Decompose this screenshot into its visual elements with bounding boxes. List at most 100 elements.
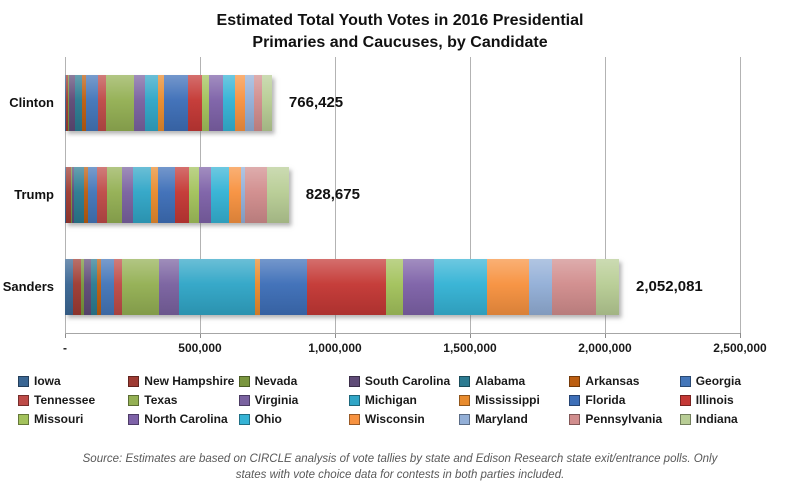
chart-title: Estimated Total Youth Votes in 2016 Pres…	[0, 10, 800, 53]
segment-alabama-clinton	[74, 75, 83, 131]
legend-item-pennsylvania: Pennsylvania	[569, 412, 677, 426]
segment-texas-clinton	[106, 75, 134, 131]
segment-florida-trump	[158, 167, 176, 223]
legend-swatch-pennsylvania-icon	[569, 413, 581, 425]
segment-mississippi-trump	[151, 167, 159, 223]
segment-south-carolina-clinton	[68, 75, 75, 131]
segment-new-hampshire-sanders	[73, 259, 82, 315]
legend-swatch-florida-icon	[569, 394, 581, 406]
segment-nevada-clinton	[67, 75, 69, 131]
segment-arkansas-sanders	[96, 259, 102, 315]
segment-georgia-trump	[87, 167, 97, 223]
segment-alabama-sanders	[90, 259, 97, 315]
legend-item-indiana: Indiana	[679, 412, 788, 426]
segment-virginia-clinton	[133, 75, 146, 131]
legend-swatch-alabama-icon	[459, 375, 471, 387]
legend-item-georgia: Georgia	[679, 374, 788, 388]
legend-item-michigan: Michigan	[348, 393, 457, 407]
legend-swatch-illinois-icon	[679, 394, 691, 406]
legend-swatch-michigan-icon	[348, 394, 360, 406]
gridline-5	[740, 57, 741, 333]
segment-south-carolina-sanders	[83, 259, 91, 315]
legend-item-wisconsin: Wisconsin	[348, 412, 457, 426]
segment-new-hampshire-clinton	[65, 75, 68, 131]
segment-michigan-trump	[133, 167, 152, 223]
legend-swatch-maryland-icon	[459, 413, 471, 425]
segment-north-carolina-clinton	[208, 75, 223, 131]
legend-label-south-carolina: South Carolina	[364, 374, 451, 388]
legend-label-michigan: Michigan	[364, 393, 417, 407]
legend-label-texas: Texas	[144, 393, 178, 407]
legend-item-nevada: Nevada	[238, 374, 347, 388]
segment-florida-clinton	[163, 75, 188, 131]
chart-title-line2: Primaries and Caucuses, by Candidate	[252, 33, 548, 51]
segment-wisconsin-clinton	[235, 75, 245, 131]
legend-item-missouri: Missouri	[18, 412, 126, 426]
segment-missouri-trump	[189, 167, 200, 223]
legend-item-alabama: Alabama	[459, 374, 567, 388]
legend-item-arkansas: Arkansas	[569, 374, 677, 388]
legend-item-ohio: Ohio	[238, 412, 347, 426]
legend-item-maryland: Maryland	[459, 412, 567, 426]
segment-michigan-sanders	[179, 259, 256, 315]
legend-label-missouri: Missouri	[34, 412, 84, 426]
segment-tennessee-sanders	[114, 259, 122, 315]
source-note-line1: Source: Estimates are based on CIRCLE an…	[82, 453, 718, 465]
segment-illinois-trump	[175, 167, 190, 223]
value-label-sanders: 2,052,081	[636, 278, 703, 295]
segment-north-carolina-trump	[199, 167, 211, 223]
legend-label-maryland: Maryland	[475, 412, 528, 426]
segment-indiana-trump	[266, 167, 289, 223]
segment-texas-sanders	[121, 259, 159, 315]
legend-swatch-wisconsin-icon	[348, 413, 360, 425]
bar-clinton	[65, 75, 272, 131]
segment-ohio-sanders	[433, 259, 488, 315]
legend-label-new-hampshire: New Hampshire	[144, 374, 235, 388]
category-label-clinton: Clinton	[9, 95, 54, 110]
tick-mark-5	[740, 333, 741, 338]
tick-mark-0	[65, 333, 66, 338]
segment-pennsylvania-sanders	[551, 259, 597, 315]
gridline-3	[470, 57, 471, 333]
segment-pennsylvania-clinton	[253, 75, 263, 131]
legend-item-tennessee: Tennessee	[18, 393, 126, 407]
gridline-2	[335, 57, 336, 333]
legend-label-wisconsin: Wisconsin	[364, 412, 425, 426]
legend-item-mississippi: Mississippi	[459, 393, 567, 407]
segment-virginia-trump	[121, 167, 134, 223]
value-axis: - 500,000 1,000,000 1,500,000 2,000,000 2,500…	[0, 341, 800, 359]
segment-michigan-clinton	[145, 75, 158, 131]
tick-label-3: 1,500,000	[443, 341, 497, 355]
segment-wisconsin-trump	[228, 167, 241, 223]
legend-swatch-indiana-icon	[679, 413, 691, 425]
legend-label-arkansas: Arkansas	[585, 374, 640, 388]
segment-nevada-sanders	[81, 259, 84, 315]
segment-illinois-clinton	[187, 75, 202, 131]
segment-arkansas-trump	[83, 167, 88, 223]
legend: Iowa New Hampshire Nevada South Carolina Ala…	[18, 374, 788, 426]
legend-swatch-virginia-icon	[238, 394, 250, 406]
legend-swatch-arkansas-icon	[569, 375, 581, 387]
segment-georgia-clinton	[86, 75, 99, 131]
segment-tennessee-trump	[96, 167, 107, 223]
chart-title-line1: Estimated Total Youth Votes in 2016 Pres…	[216, 12, 584, 29]
legend-label-north-carolina: North Carolina	[144, 412, 228, 426]
source-note-line2: states with vote choice data for contest…	[235, 468, 565, 481]
source-note: Source: Estimates are based on CIRCLE an…	[0, 452, 800, 483]
x-axis-line	[65, 333, 740, 334]
legend-swatch-ohio-icon	[238, 413, 250, 425]
segment-iowa-trump	[65, 167, 66, 223]
category-axis: Clinton Trump Sanders	[0, 0, 58, 490]
segment-mississippi-sanders	[255, 259, 260, 315]
legend-swatch-missouri-icon	[18, 413, 29, 425]
segment-indiana-clinton	[262, 75, 272, 131]
segment-georgia-sanders	[101, 259, 115, 315]
segment-ohio-trump	[210, 167, 229, 223]
tick-mark-3	[470, 333, 471, 338]
segment-mississippi-clinton	[157, 75, 164, 131]
legend-item-virginia: Virginia	[238, 393, 347, 407]
segment-virginia-sanders	[158, 259, 180, 315]
segment-illinois-sanders	[306, 259, 387, 315]
legend-item-north-carolina: North Carolina	[128, 412, 236, 426]
